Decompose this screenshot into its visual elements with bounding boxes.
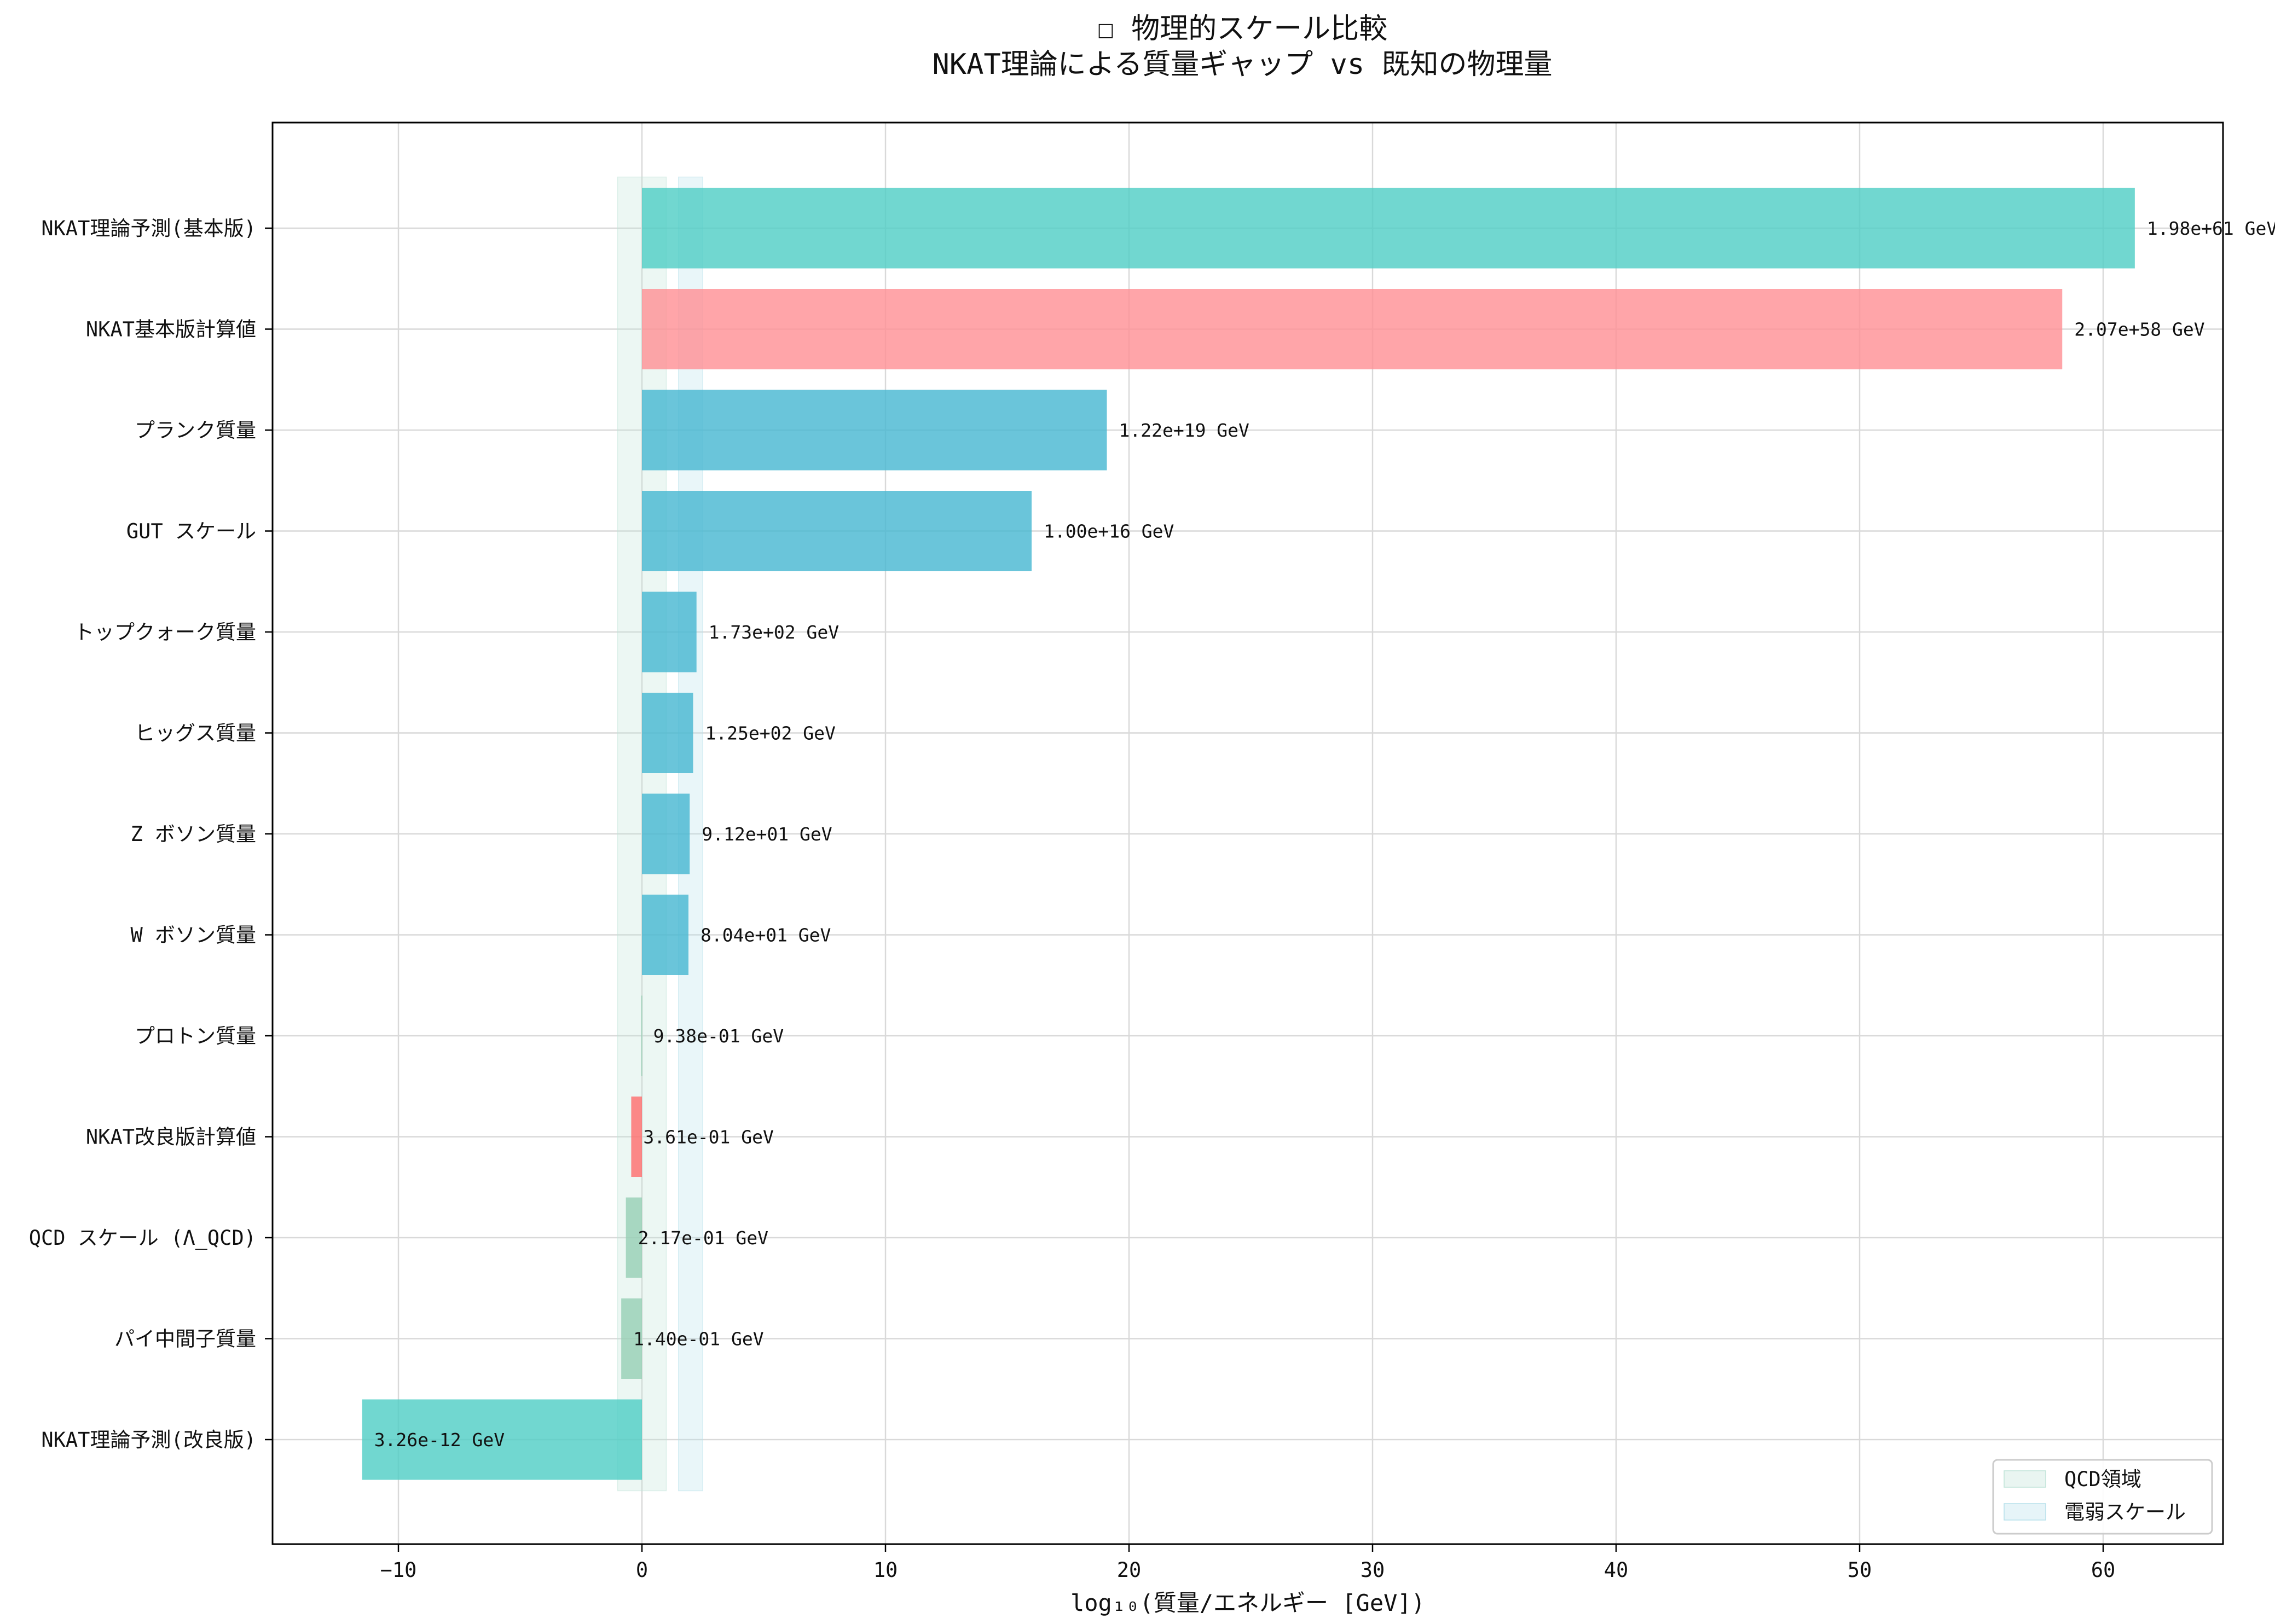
value-label-11: 1.40e-01 GeV [633, 1329, 763, 1350]
legend-label-electroweak: 電弱スケール [2064, 1500, 2186, 1524]
bar-2 [642, 390, 1107, 471]
bar-0 [642, 188, 2135, 269]
legend-box [1992, 1459, 2213, 1535]
x-tick-label-2: 10 [873, 1558, 898, 1582]
value-label-10: 2.17e-01 GeV [638, 1227, 768, 1249]
bar-11 [621, 1298, 642, 1379]
category-label-9: NKAT改良版計算値 [86, 1126, 256, 1149]
x-tick-label-7: 60 [2091, 1558, 2116, 1582]
bar-6 [642, 793, 690, 874]
x-tick-label-3: 20 [1117, 1558, 1142, 1582]
category-label-10: QCD スケール (Λ_QCD) [29, 1226, 256, 1250]
category-label-1: NKAT基本版計算値 [86, 318, 256, 341]
x-tick-label-0: −10 [380, 1558, 417, 1582]
bar-12 [362, 1399, 642, 1480]
value-axis: −10 0 10 20 30 40 50 60 [380, 1544, 2116, 1582]
category-label-3: GUT スケール [126, 520, 256, 543]
category-label-0: NKAT理論予測(基本版) [41, 217, 256, 240]
value-label-7: 8.04e+01 GeV [701, 925, 831, 946]
value-label-12: 3.26e-12 GeV [374, 1429, 505, 1451]
category-label-7: W ボソン質量 [130, 924, 256, 947]
legend-label-qcd: QCD領域 [2064, 1468, 2141, 1491]
value-label-1: 2.07e+58 GeV [2074, 319, 2204, 340]
bar-4 [642, 591, 697, 672]
value-label-9: 3.61e-01 GeV [643, 1127, 773, 1148]
category-label-11: パイ中間子質量 [114, 1327, 256, 1351]
value-label-0: 1.98e+61 GeV [2147, 218, 2275, 239]
value-label-5: 1.25e+02 GeV [705, 723, 835, 744]
bars [362, 188, 2135, 1480]
value-label-2: 1.22e+19 GeV [1119, 420, 1249, 441]
legend-swatch-electroweak [2004, 1503, 2046, 1521]
value-label-4: 1.73e+02 GeV [709, 622, 839, 643]
category-label-8: プロトン質量 [135, 1024, 256, 1048]
bar-5 [642, 693, 693, 773]
x-tick-label-1: 0 [636, 1558, 648, 1582]
bar-3 [642, 491, 1032, 571]
value-label-3: 1.00e+16 GeV [1044, 521, 1174, 542]
bar-1 [642, 289, 2063, 369]
category-label-6: Z ボソン質量 [130, 822, 256, 846]
x-tick-label-5: 40 [1604, 1558, 1629, 1582]
bar-8 [641, 995, 642, 1076]
value-labels: 1.98e+61 GeV 2.07e+58 GeV 1.22e+19 GeV 1.00… [374, 218, 2275, 1451]
value-label-8: 9.38e-01 GeV [653, 1025, 784, 1047]
category-label-12: NKAT理論予測(改良版) [41, 1428, 256, 1452]
x-tick-label-4: 30 [1361, 1558, 1385, 1582]
chart-title-line-1: ☐ 物理的スケール比較 [1097, 13, 1388, 45]
legend-swatch-qcd [2004, 1470, 2046, 1488]
value-label-6: 9.12e+01 GeV [702, 823, 832, 845]
chart-title-line-2: NKAT理論による質量ギャップ vs 既知の物理量 [933, 48, 1553, 81]
bar-10 [626, 1197, 642, 1278]
category-label-4: トップクォーク質量 [74, 620, 256, 644]
x-axis-label: log₁₀(質量/エネルギー [GeV]) [1070, 1590, 1425, 1616]
bar-7 [642, 895, 688, 975]
category-label-2: プランク質量 [135, 419, 256, 442]
bar-9 [631, 1097, 642, 1177]
legend: QCD領域 電弱スケール [1992, 1459, 2213, 1535]
category-label-5: ヒッグス質量 [135, 722, 256, 745]
x-tick-label-6: 50 [1848, 1558, 1872, 1582]
